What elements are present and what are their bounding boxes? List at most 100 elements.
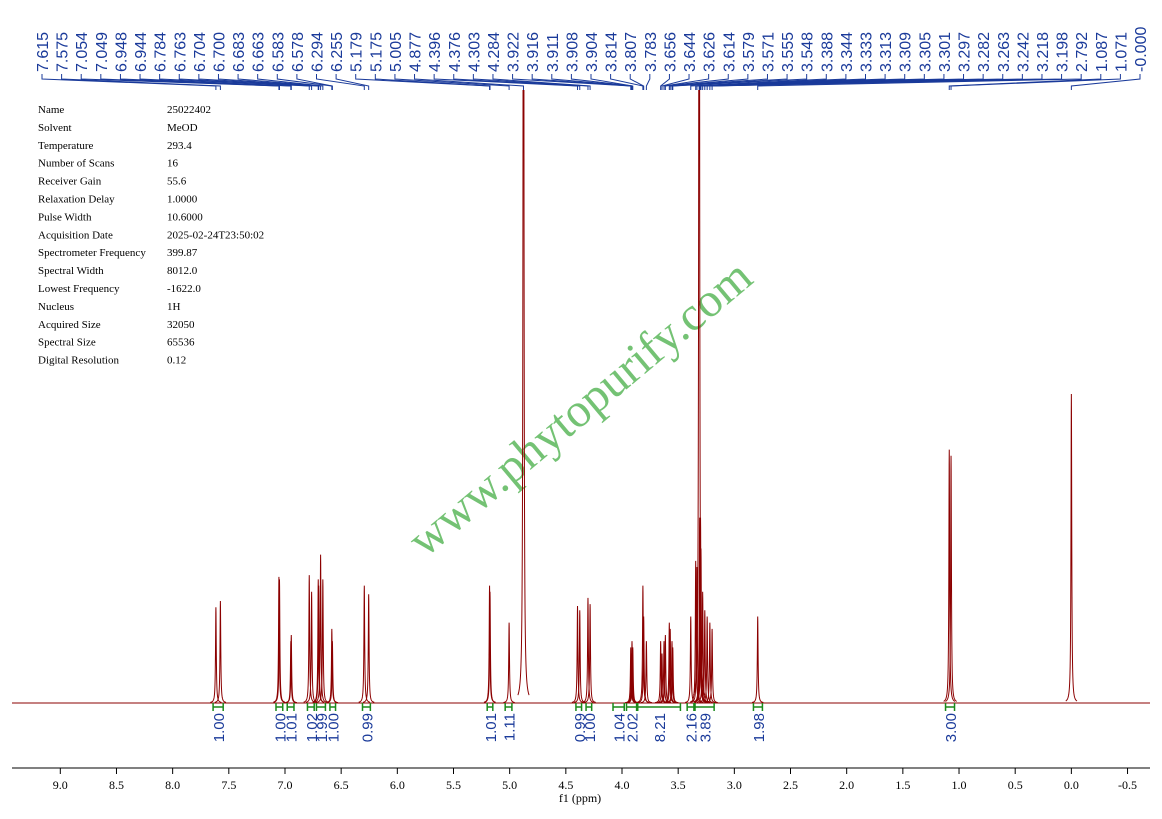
peak-label: 7.049 [94,32,111,72]
peak-label: 7.054 [74,32,91,72]
peak-connector [690,74,827,90]
x-tick-label: 4.0 [615,778,630,792]
peak-label: 6.948 [113,32,130,72]
integral-label: 2.16 [684,713,701,742]
integral-bracket [612,703,626,711]
integral-label: 1.01 [483,713,500,742]
peak [210,607,222,703]
peak-label: 3.644 [682,32,699,72]
param-name: Spectrometer Frequency [38,247,146,259]
param-name: Nucleus [38,301,74,313]
x-tick-label: 1.5 [895,778,910,792]
param-value: 2025-02-24T23:50:02 [167,229,264,241]
peak-connector [335,74,370,90]
peak [358,585,371,703]
peak [273,579,286,703]
peak-connector [629,74,645,90]
peak-connector [237,74,322,90]
peak-label: 6.255 [329,32,346,72]
integral-bracket [361,703,372,711]
param-name: Name [38,104,64,116]
param-value: 32050 [167,319,195,331]
peak-connector [316,74,365,90]
peak-label: 3.282 [976,32,993,72]
x-tick-label: 7.0 [277,778,292,792]
peak [214,601,227,703]
peak-connector [100,74,280,90]
peak [627,647,639,704]
integral-label: 1.00 [272,713,289,742]
peak-connector [414,74,524,90]
x-tick-label: 7.5 [221,778,236,792]
peak [517,90,530,696]
peak [701,616,713,703]
peak [1065,393,1078,702]
peak-connector [512,74,632,90]
integral-label: 1.02 [304,713,321,742]
peak-label: 3.218 [1035,32,1052,72]
integral-bracket [625,703,638,711]
peak-connector [664,74,729,90]
integral-label: 1.00 [582,713,599,742]
param-value: 399.87 [167,247,198,259]
peak-connector [671,74,788,90]
integral-bracket [486,703,494,711]
peak-connector [531,74,632,90]
peak-connector [668,74,749,90]
peak-connector [590,74,634,90]
x-tick-label: 8.0 [165,778,180,792]
x-tick-label: 2.5 [783,778,798,792]
peak-label: 4.303 [466,32,483,72]
peak-label: 1.087 [1094,32,1111,72]
param-value: 1.0000 [167,194,198,206]
peak-label: 6.944 [133,32,150,72]
peak-connector [374,74,491,90]
peak-label: 3.656 [662,32,679,72]
peak-label: 3.309 [898,32,915,72]
peak-label: 3.344 [839,32,856,72]
param-value: 8012.0 [167,265,198,277]
param-value: 55.6 [167,176,187,188]
peak-label: 3.571 [760,32,777,72]
peak-label: 5.005 [388,32,405,72]
peak-label: 3.263 [996,32,1013,72]
peak-connector [645,74,651,90]
peak-connector [711,74,1063,90]
peak-label: 6.683 [231,32,248,72]
integral-label: 1.00 [211,713,228,742]
peak-label: 3.814 [604,32,621,72]
peak-label: 1.071 [1113,32,1130,72]
x-tick-label: 1.0 [952,778,967,792]
x-tick-label: 0.0 [1064,778,1079,792]
param-name: Lowest Frequency [38,283,120,295]
x-tick-label: 3.5 [671,778,686,792]
peak-connector [139,74,292,90]
peak [285,635,297,704]
peak-connector [217,74,320,90]
integral-bracket [212,703,224,711]
peak-label: 5.179 [349,32,366,72]
param-value: 25022402 [167,104,211,116]
peak-label: 3.301 [937,32,954,72]
peak [945,455,957,702]
peak-connector [178,74,313,90]
peak [752,616,764,703]
integral-label: 3.89 [698,713,715,742]
peak-label: 3.548 [800,32,817,72]
param-name: Acquired Size [38,319,101,331]
peak-label: 3.579 [741,32,758,72]
peak-connector [394,74,510,90]
peak [571,605,584,703]
peak-label: 7.615 [35,32,52,72]
integral-bracket [686,703,695,711]
integral-bracket [585,703,593,711]
integral-bracket [286,703,295,711]
peak-connector [950,74,1121,90]
param-name: Receiver Gain [38,176,102,188]
peak-connector [669,74,768,90]
x-tick-label: 4.5 [558,778,573,792]
integral-bracket [752,703,764,711]
integral-bracket [504,703,513,711]
